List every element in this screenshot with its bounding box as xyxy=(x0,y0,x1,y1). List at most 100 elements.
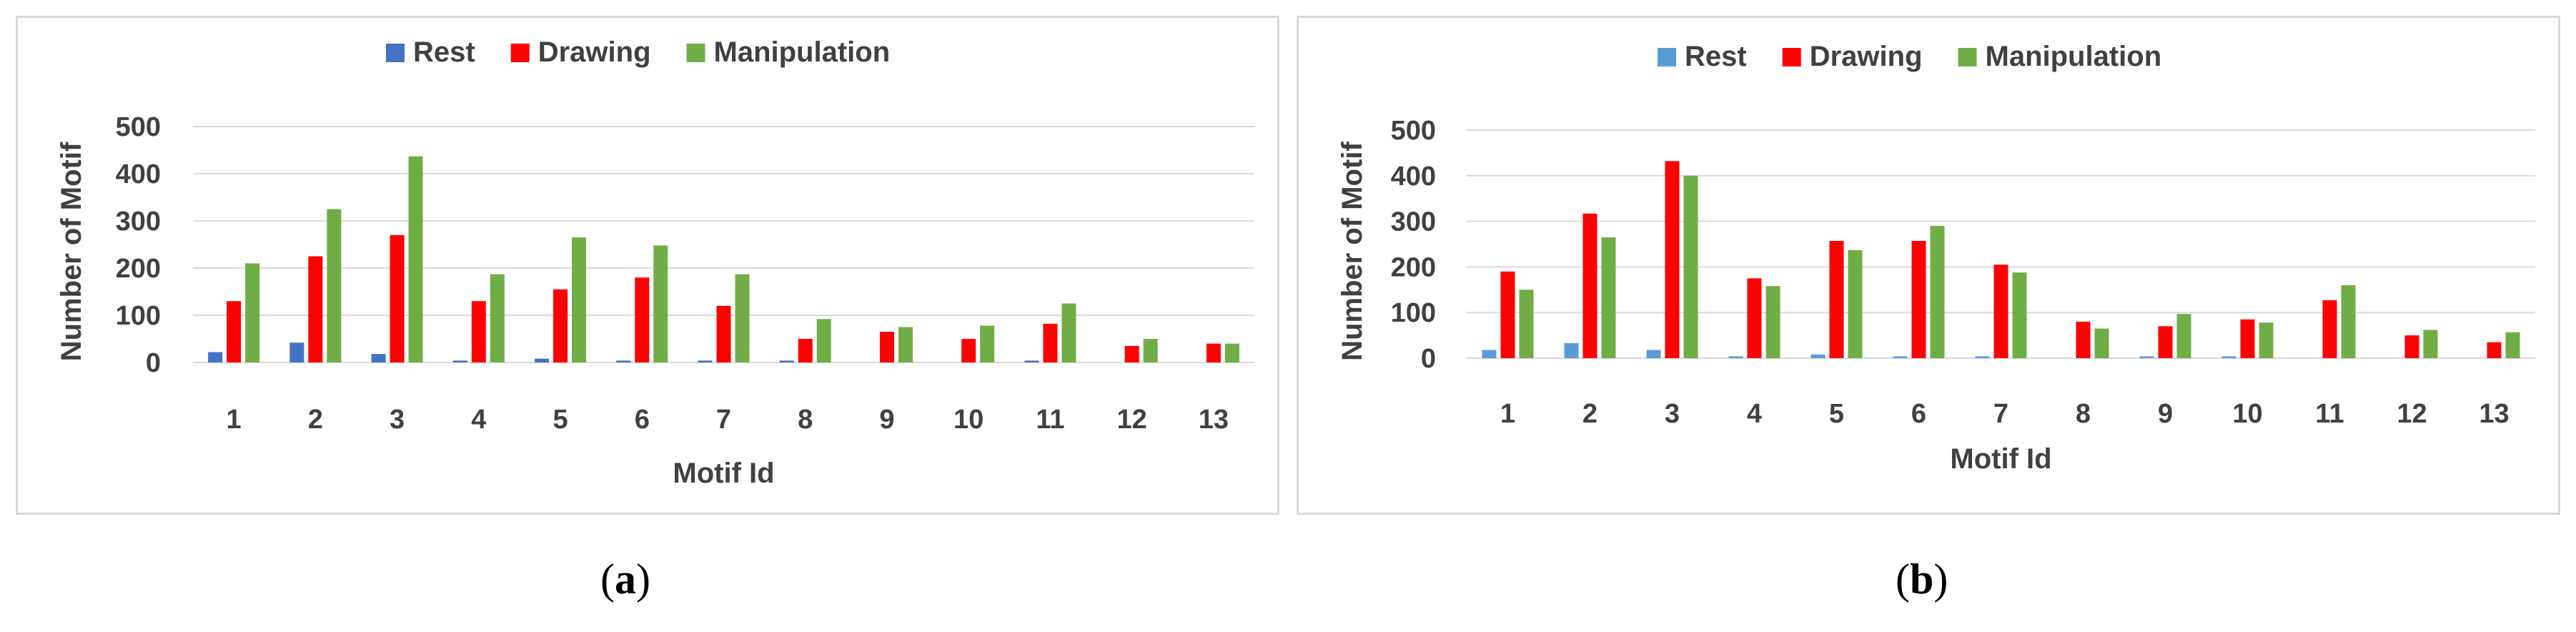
legend-swatch-rest xyxy=(386,44,405,62)
bar-drawing xyxy=(1500,271,1515,358)
x-tick-label: 8 xyxy=(798,405,813,435)
x-tick-label: 8 xyxy=(2076,399,2091,429)
bar-rest xyxy=(452,360,467,362)
bar-manipulation xyxy=(1765,286,1780,358)
bar-manipulation xyxy=(735,274,750,362)
chart-panel-a: 0 100 200 300 400 500 1 2 3 4 5 6 7 8 9 10 11 12 13 Motif I… xyxy=(16,16,1279,515)
bar-drawing xyxy=(798,339,813,362)
bar-manipulation xyxy=(1519,290,1534,358)
x-tick-label: 2 xyxy=(1582,399,1597,429)
bar-drawing xyxy=(1747,278,1762,358)
bar-rest xyxy=(1646,350,1661,358)
legend-label-manipulation: Manipulation xyxy=(714,36,891,68)
bar-drawing xyxy=(227,301,242,362)
x-tick-label: 6 xyxy=(635,405,650,435)
bar-manipulation xyxy=(327,209,342,362)
bar-drawing xyxy=(2322,300,2337,358)
bar-rest xyxy=(208,352,223,362)
x-tick-label: 10 xyxy=(953,405,984,435)
bar-drawing xyxy=(553,289,568,362)
bar-manipulation xyxy=(1683,175,1698,358)
x-tick-label: 1 xyxy=(1500,399,1515,429)
legend-swatch-manipulation xyxy=(1958,48,1977,66)
bar-rest xyxy=(535,358,550,362)
y-tick-label: 200 xyxy=(1391,252,1436,282)
x-tick-label: 10 xyxy=(2232,399,2262,429)
bar-manipulation xyxy=(898,327,913,362)
x-tick-label: 9 xyxy=(2158,399,2173,429)
x-tick-label: 3 xyxy=(1665,399,1680,429)
bar-drawing xyxy=(1582,213,1597,358)
bar-drawing xyxy=(2158,326,2173,358)
bar-rest xyxy=(1564,342,1579,358)
bar-rest xyxy=(2221,356,2236,358)
y-tick-label: 500 xyxy=(116,112,161,142)
bar-rest xyxy=(2139,356,2154,358)
bar-drawing xyxy=(1043,323,1058,362)
bar-drawing xyxy=(1665,161,1680,358)
bar-manipulation xyxy=(1601,237,1616,358)
bar-manipulation xyxy=(572,237,587,362)
bar-drawing xyxy=(471,301,486,362)
legend-label-rest: Rest xyxy=(1685,41,1747,72)
y-axis-title: Number of Motif xyxy=(56,142,87,361)
x-tick-label: 11 xyxy=(2315,399,2344,429)
bar-drawing xyxy=(1911,241,1926,358)
bar-drawing xyxy=(2404,335,2419,358)
x-tick-label: 4 xyxy=(471,405,486,435)
x-tick-label: 5 xyxy=(1829,399,1844,429)
x-tick-label: 7 xyxy=(1993,399,2008,429)
bar-drawing xyxy=(2240,319,2255,358)
bar-drawing xyxy=(879,332,894,362)
bar-manipulation xyxy=(980,325,995,362)
y-tick-label: 0 xyxy=(1421,344,1436,374)
bar-manipulation xyxy=(1848,250,1863,358)
x-tick-label: 6 xyxy=(1911,399,1926,429)
y-tick-label: 300 xyxy=(1391,207,1436,237)
bar-manipulation xyxy=(408,156,423,362)
bar-drawing xyxy=(1829,241,1844,358)
bar-rest xyxy=(698,360,713,362)
bar-rest xyxy=(1810,354,1826,358)
x-axis-title: Motif Id xyxy=(1950,443,2051,475)
bar-drawing xyxy=(2487,342,2502,358)
y-tick-label: 200 xyxy=(116,254,161,284)
bar-rest xyxy=(779,360,794,362)
legend-label-manipulation: Manipulation xyxy=(1986,41,2162,72)
bar-rest xyxy=(1893,356,1908,358)
y-tick-label: 300 xyxy=(116,207,161,237)
bar-drawing xyxy=(961,339,976,362)
y-tick-label: 0 xyxy=(146,348,161,378)
bar-rest xyxy=(616,360,631,362)
bar-rest xyxy=(1728,356,1743,358)
y-tick-label: 400 xyxy=(116,159,161,189)
bar-rest xyxy=(289,342,304,362)
x-tick-label: 12 xyxy=(1117,405,1147,435)
x-tick-label: 13 xyxy=(1199,405,1229,435)
bar-drawing xyxy=(635,277,650,362)
x-tick-label: 5 xyxy=(553,405,568,435)
x-tick-label: 7 xyxy=(716,405,731,435)
caption-a: (a) xyxy=(600,556,650,603)
legend-swatch-drawing xyxy=(1782,48,1801,66)
y-tick-label: 500 xyxy=(1391,116,1436,146)
bar-rest xyxy=(1482,350,1497,358)
bar-rest xyxy=(371,354,386,362)
caption-b-letter: b xyxy=(1909,556,1934,603)
x-tick-label: 2 xyxy=(308,405,323,435)
x-tick-label: 1 xyxy=(227,405,242,435)
bar-manipulation xyxy=(1061,303,1076,362)
bar-manipulation xyxy=(490,274,505,362)
x-tick-label: 12 xyxy=(2397,399,2427,429)
bar-drawing xyxy=(1124,345,1139,362)
bar-manipulation xyxy=(2505,332,2520,358)
y-tick-label: 100 xyxy=(116,301,161,331)
bar-drawing xyxy=(2076,321,2091,358)
x-tick-label: 4 xyxy=(1747,399,1762,429)
y-tick-label: 400 xyxy=(1391,162,1436,192)
bar-manipulation xyxy=(2341,285,2356,358)
bar-drawing xyxy=(308,256,323,362)
bar-drawing xyxy=(716,305,731,362)
